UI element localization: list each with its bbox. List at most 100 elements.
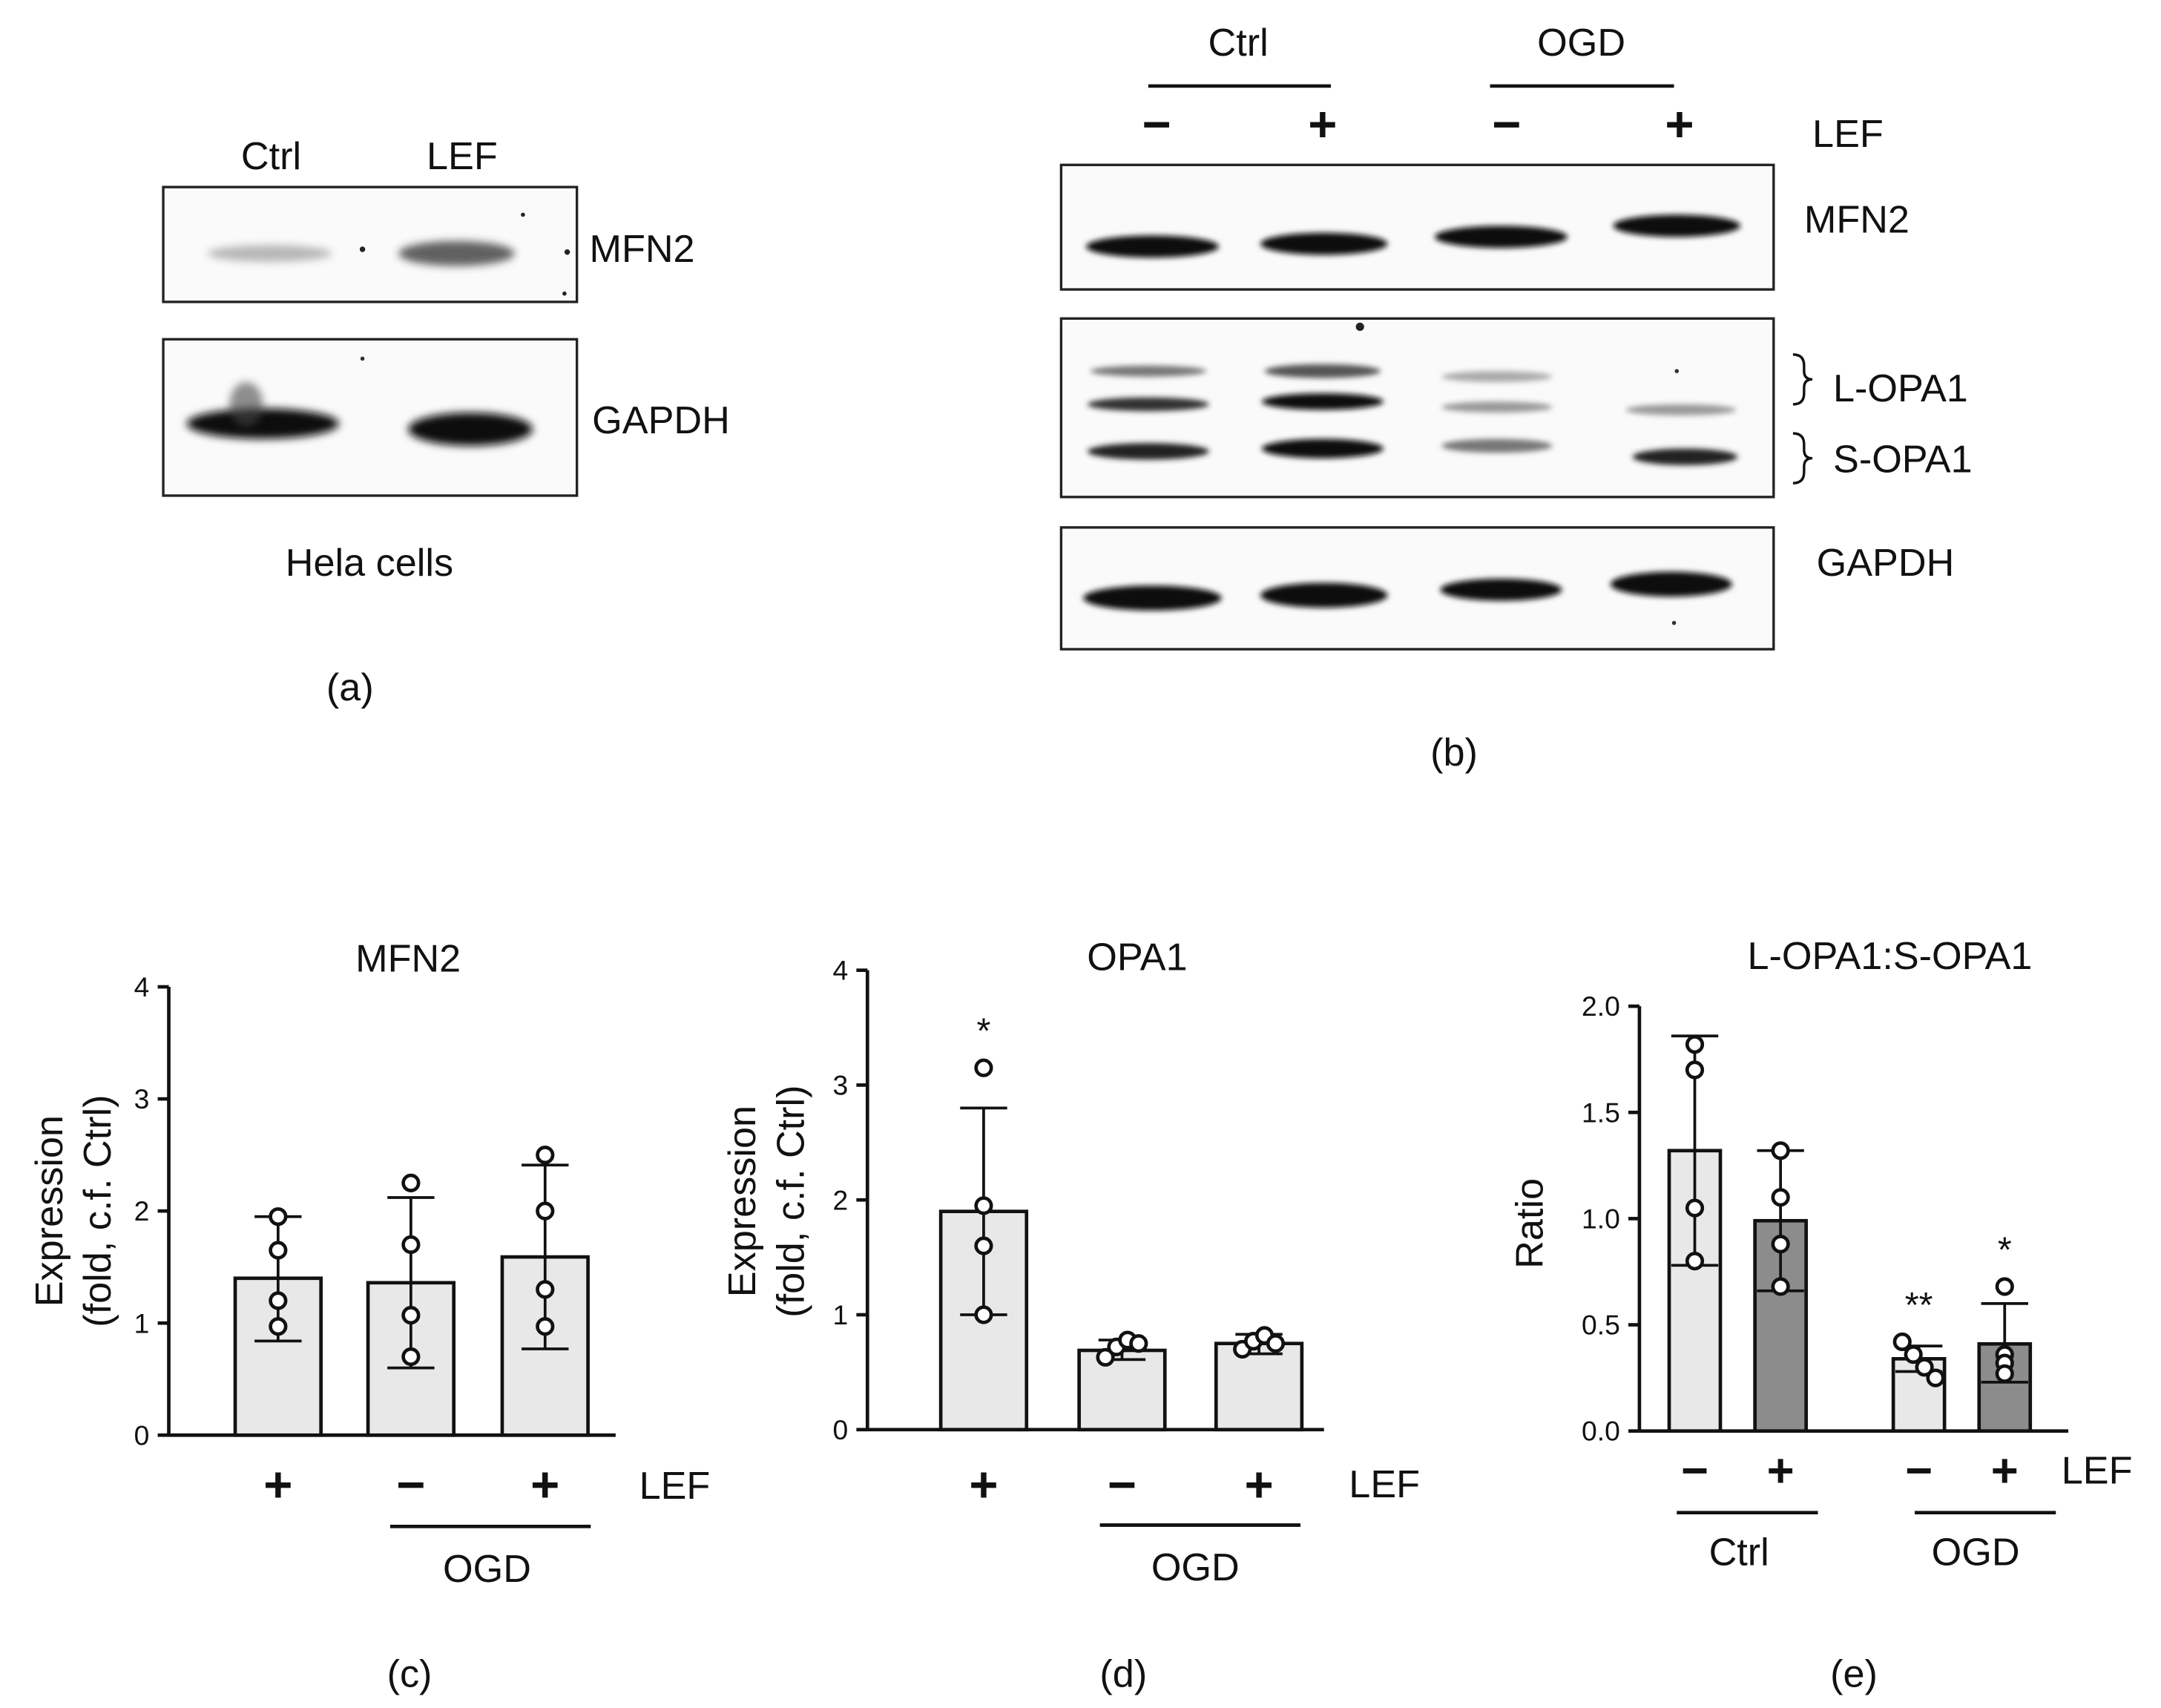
treatment-sign: + bbox=[263, 1457, 292, 1513]
y-tick-label: 0 bbox=[134, 1419, 150, 1451]
chart-opa1: OPA1 Expression (fold, c.f. Ctrl) 0 1 2 3 4 *… bbox=[721, 936, 1420, 1696]
chart-opa1-ratio: L-OPA1:S-OPA1 Ratio 0.0 0.5 1.0 1.5 2.0 − + ** −… bbox=[1508, 935, 2132, 1696]
y-tick-label: 1 bbox=[832, 1299, 848, 1330]
data-point bbox=[401, 1235, 421, 1255]
data-point bbox=[974, 1236, 993, 1255]
y-axis-label-line-2: (fold, c.f. Ctrl) bbox=[770, 1085, 813, 1317]
y-tick-label: 3 bbox=[832, 1069, 848, 1100]
data-point bbox=[1096, 1347, 1115, 1367]
group-label-ctrl: Ctrl bbox=[1709, 1531, 1769, 1574]
treatment-sign: − bbox=[396, 1457, 425, 1513]
panel-label-a: (a) bbox=[326, 666, 374, 709]
y-tick-label: 2 bbox=[134, 1195, 150, 1226]
data-point bbox=[1266, 1334, 1286, 1353]
data-point bbox=[1995, 1364, 2014, 1383]
data-point bbox=[401, 1347, 421, 1367]
blot-b-label-gapdh: GAPDH bbox=[1817, 542, 1955, 585]
data-point bbox=[401, 1306, 421, 1325]
treatment-sign: − bbox=[1905, 1445, 1933, 1497]
data-point bbox=[269, 1317, 288, 1336]
y-tick-label: 2.0 bbox=[1582, 991, 1620, 1022]
treatment-sign-4: + bbox=[1665, 97, 1694, 153]
data-point bbox=[1995, 1277, 2014, 1296]
data-point bbox=[1771, 1277, 1790, 1296]
group-label-ogd: OGD bbox=[1932, 1531, 2020, 1574]
y-tick-label: 3 bbox=[134, 1083, 150, 1114]
significance-marker: * bbox=[977, 1011, 991, 1051]
blot-b-label-mfn2: MFN2 bbox=[1804, 199, 1910, 242]
data-point bbox=[1685, 1252, 1705, 1271]
chart-mfn2: MFN2 Expression (fold, c.f. Ctrl) 0 1 2 3 4 +… bbox=[28, 938, 710, 1696]
blot-b-mfn2 bbox=[1059, 163, 1775, 291]
data-point bbox=[536, 1317, 555, 1336]
chart-title: OPA1 bbox=[1087, 936, 1187, 979]
chart-title: L-OPA1:S-OPA1 bbox=[1748, 935, 2033, 978]
treatment-name: LEF bbox=[639, 1465, 711, 1508]
data-point bbox=[1771, 1188, 1790, 1207]
y-axis-label-line-1: Expression bbox=[28, 1115, 71, 1307]
data-point bbox=[1685, 1198, 1705, 1218]
group-label: OGD bbox=[443, 1548, 531, 1591]
panel-label-c: (c) bbox=[387, 1653, 432, 1696]
treatment-sign: − bbox=[1681, 1445, 1708, 1497]
panel-label-e: (e) bbox=[1830, 1653, 1878, 1696]
data-point bbox=[974, 1305, 993, 1324]
data-point bbox=[269, 1241, 288, 1260]
panel-label-d: (d) bbox=[1099, 1653, 1147, 1696]
significance-marker: * bbox=[1998, 1229, 2012, 1269]
treatment-sign-2: + bbox=[1308, 97, 1337, 153]
blot-b-opa1 bbox=[1059, 317, 1775, 499]
panel-a: Ctrl LEF MFN2 GAPDH Hela cells (a) bbox=[162, 135, 730, 709]
data-point bbox=[401, 1173, 421, 1192]
treatment-sign: + bbox=[1244, 1457, 1273, 1513]
data-point bbox=[536, 1201, 555, 1221]
y-tick-label: 0.5 bbox=[1582, 1310, 1620, 1341]
panel-label-b: (b) bbox=[1430, 732, 1478, 775]
y-axis-label-line-1: Expression bbox=[721, 1106, 764, 1297]
y-axis-label-line-2: (fold, c.f. Ctrl) bbox=[76, 1095, 119, 1327]
data-point bbox=[974, 1196, 993, 1215]
data-point bbox=[1892, 1332, 1912, 1352]
data-point bbox=[1915, 1358, 1934, 1377]
blot-a-mfn2 bbox=[162, 185, 579, 303]
data-point bbox=[269, 1291, 288, 1310]
blot-b-label-s-opa1: S-OPA1 bbox=[1833, 438, 1973, 481]
data-point bbox=[1771, 1141, 1790, 1160]
data-point bbox=[974, 1058, 993, 1077]
data-point bbox=[1685, 1060, 1705, 1080]
treatment-sign: + bbox=[1767, 1445, 1795, 1497]
group-label-ctrl: Ctrl bbox=[1208, 22, 1269, 65]
data-point bbox=[1129, 1334, 1148, 1353]
treatment-name-b: LEF bbox=[1812, 113, 1884, 156]
bar bbox=[1077, 1348, 1167, 1432]
significance-marker: ** bbox=[1905, 1285, 1933, 1325]
y-tick-label: 4 bbox=[134, 971, 150, 1002]
group-label-ogd: OGD bbox=[1537, 22, 1625, 65]
data-point bbox=[1904, 1345, 1923, 1364]
blot-a-caption: Hela cells bbox=[286, 542, 453, 585]
lane-label-lef: LEF bbox=[427, 135, 498, 178]
data-point bbox=[1926, 1368, 1945, 1387]
y-tick-label: 1 bbox=[134, 1307, 150, 1339]
y-axis-label: Ratio bbox=[1508, 1178, 1551, 1269]
data-point bbox=[536, 1146, 555, 1165]
data-point bbox=[1685, 1035, 1705, 1054]
treatment-sign: + bbox=[1991, 1445, 2019, 1497]
data-point bbox=[536, 1280, 555, 1299]
group-label: OGD bbox=[1151, 1546, 1240, 1589]
y-tick-label: 1.5 bbox=[1582, 1097, 1620, 1128]
treatment-sign-3: − bbox=[1492, 97, 1521, 153]
y-tick-label: 2 bbox=[832, 1184, 848, 1215]
treatment-sign: − bbox=[1108, 1457, 1137, 1513]
treatment-name: LEF bbox=[1349, 1463, 1420, 1506]
treatment-sign: + bbox=[969, 1457, 998, 1513]
data-point bbox=[269, 1207, 288, 1226]
y-tick-label: 1.0 bbox=[1582, 1203, 1620, 1234]
bar bbox=[1214, 1341, 1304, 1432]
chart-title: MFN2 bbox=[355, 938, 461, 981]
blot-a-label-gapdh: GAPDH bbox=[592, 399, 730, 442]
blot-b-label-l-opa1: L-OPA1 bbox=[1833, 367, 1968, 410]
treatment-name: LEF bbox=[2062, 1450, 2133, 1493]
y-tick-label: 0 bbox=[832, 1414, 848, 1445]
